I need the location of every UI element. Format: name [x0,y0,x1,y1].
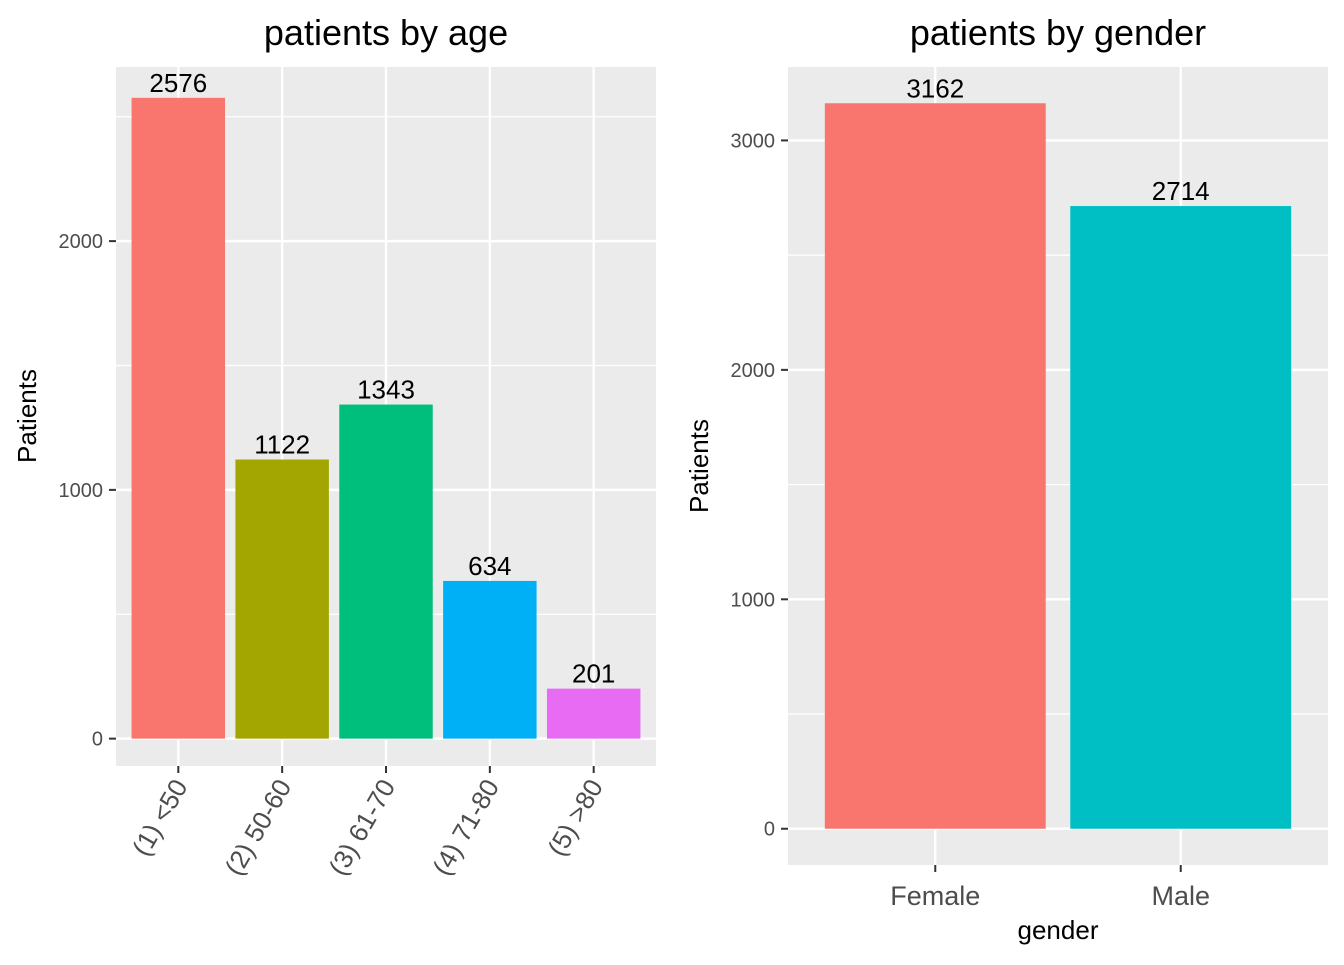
chart1-y-axis-label: Patients [12,369,42,463]
chart2-x-tick-label: Female [890,881,980,911]
chart1-title: patients by age [264,12,508,53]
chart2-data-label-2: 2714 [1152,176,1210,206]
chart1-y-tick-label: 1000 [59,480,104,502]
chart2-x-tick-label: Male [1151,881,1210,911]
chart1-data-label-1: 2576 [149,68,207,98]
chart1-y-tick-label: 0 [92,729,103,751]
chart2-y-axis-label: Patients [684,419,714,513]
chart2-bar-2 [1070,206,1292,829]
chart2-y-tick-label: 1000 [731,589,776,611]
chart1-data-label-4: 634 [468,551,511,581]
chart2-data-label-1: 3162 [906,73,964,103]
chart2-y-tick-label: 2000 [731,360,776,382]
chart1-bar-1 [131,97,226,739]
chart1-x-tick-label: (2) 50-60 [219,774,298,880]
chart1-x-tick-label: (5) >80 [541,774,609,861]
chart1-bar-3 [339,404,433,739]
chart2-y-tick-label: 3000 [731,130,776,152]
chart2-y-tick-label: 0 [764,819,775,841]
chart1-data-label-5: 201 [572,659,615,689]
chart1-x-tick-label: (1) <50 [126,774,194,861]
chart1-x-tick-label: (3) 61-70 [322,774,401,880]
chart2-title: patients by gender [910,12,1206,53]
chart1-y-tick-label: 2000 [59,231,104,253]
chart1-x-tick-label: (4) 71-80 [426,774,505,880]
chart1-bar-5 [546,688,641,739]
chart1-bar-4 [443,580,537,739]
chart1-data-label-3: 1343 [357,375,415,405]
chart1-data-label-2: 1122 [254,430,310,460]
chart2-x-axis-label: gender [1018,915,1099,945]
chart2-bar-1 [824,103,1046,829]
chart1-bar-2 [235,459,329,739]
